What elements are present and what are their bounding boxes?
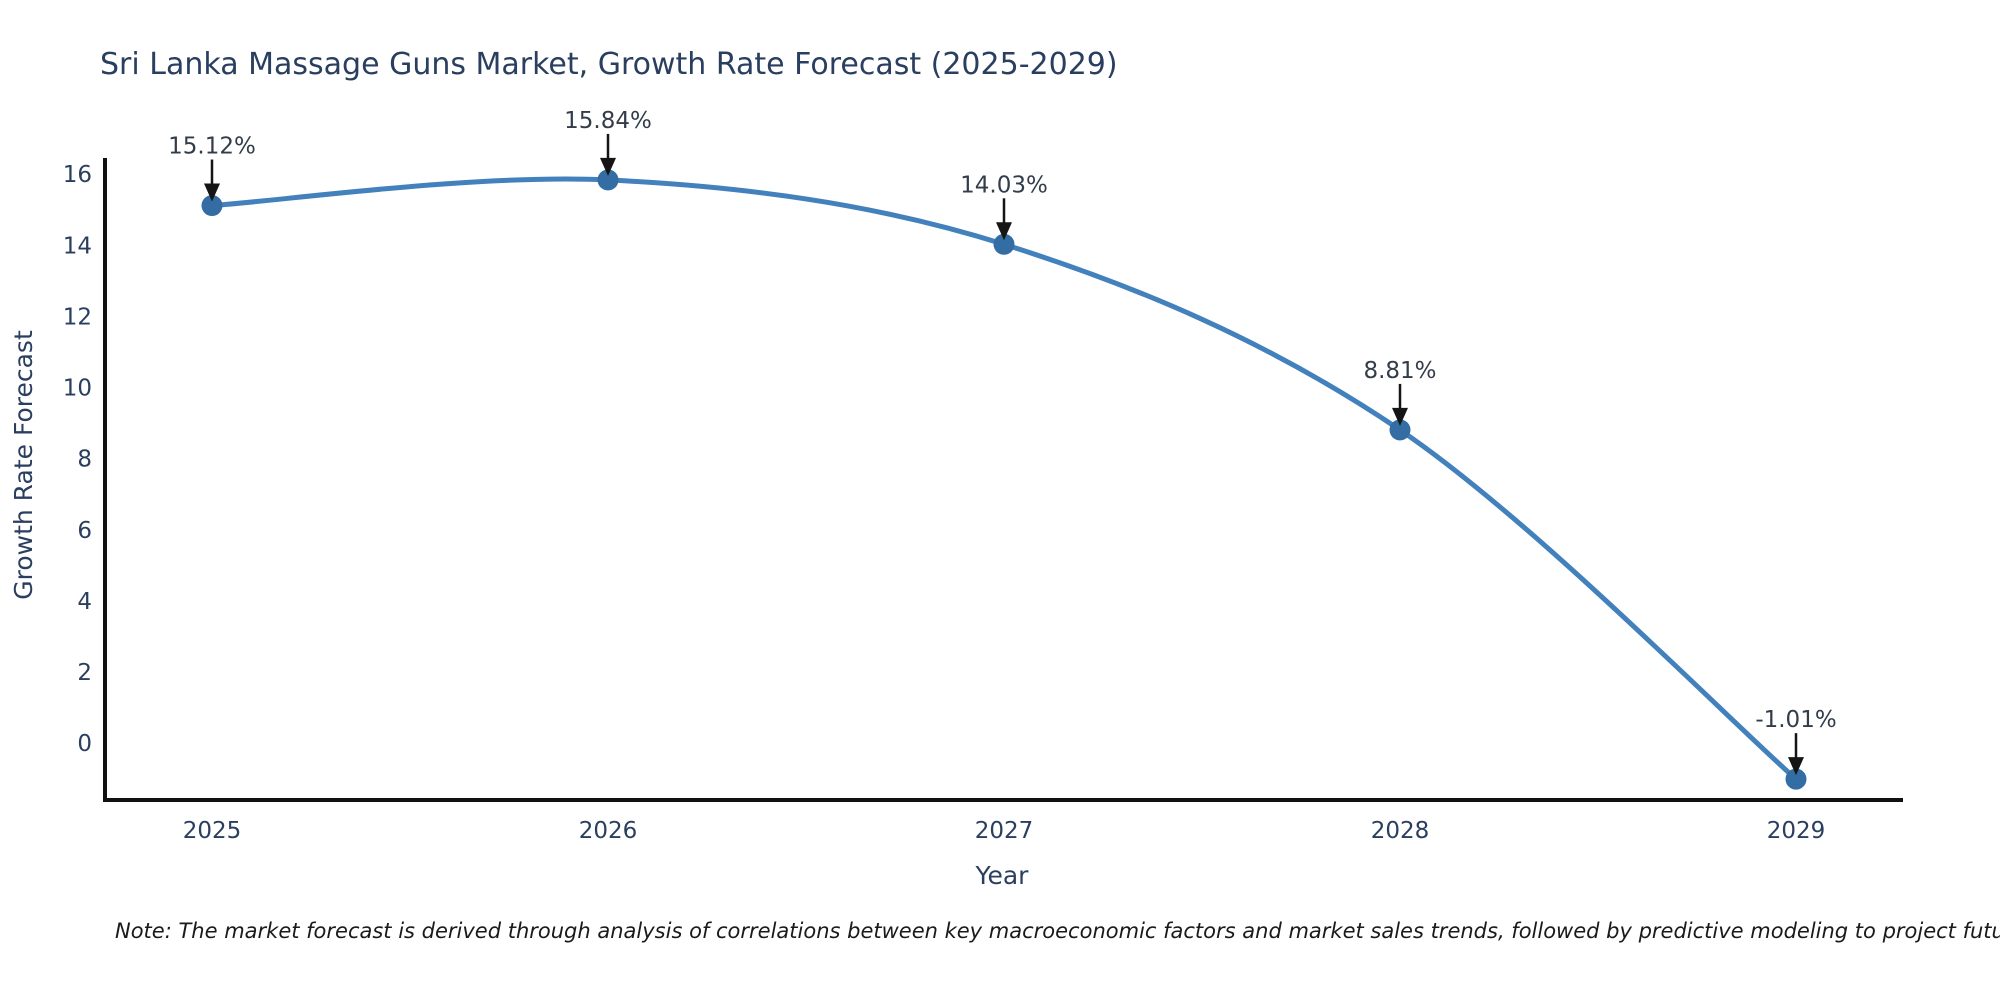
annotation-arrowhead bbox=[1392, 407, 1408, 426]
y-tick-label: 8 bbox=[77, 447, 92, 473]
footnote: Note: The market forecast is derived thr… bbox=[115, 919, 2000, 943]
x-tick-label: 2027 bbox=[975, 818, 1034, 844]
y-tick-label: 4 bbox=[77, 589, 92, 615]
annotation-label: -1.01% bbox=[1755, 707, 1836, 733]
y-tick-label: 2 bbox=[77, 660, 92, 686]
y-tick-label: 12 bbox=[63, 304, 92, 330]
x-tick-label: 2029 bbox=[1767, 818, 1826, 844]
annotation-label: 15.84% bbox=[564, 108, 652, 134]
y-tick-label: 14 bbox=[63, 233, 92, 259]
annotation-label: 14.03% bbox=[960, 172, 1048, 198]
x-tick-label: 2026 bbox=[579, 818, 638, 844]
annotation-arrowhead bbox=[600, 157, 616, 176]
x-tick-label: 2028 bbox=[1371, 818, 1430, 844]
data-point-2026 bbox=[597, 169, 619, 191]
y-tick-label: 6 bbox=[77, 518, 92, 544]
y-tick-label: 16 bbox=[63, 162, 92, 188]
trend-line bbox=[209, 176, 1799, 782]
annotation-arrowhead bbox=[1788, 757, 1804, 776]
x-axis-title: Year bbox=[975, 861, 1030, 890]
y-tick-label: 0 bbox=[77, 731, 92, 757]
data-point-2028 bbox=[1389, 419, 1411, 441]
annotation-label: 15.12% bbox=[168, 134, 256, 160]
data-point-2025 bbox=[201, 195, 223, 217]
annotation-arrowhead bbox=[996, 222, 1012, 241]
y-tick-label: 10 bbox=[63, 376, 92, 402]
data-point-2029 bbox=[1785, 768, 1807, 790]
chart-title: Sri Lanka Massage Guns Market, Growth Ra… bbox=[100, 47, 1118, 82]
x-tick-label: 2025 bbox=[183, 818, 242, 844]
data-point-2027 bbox=[993, 233, 1015, 255]
y-axis-title: Growth Rate Forecast bbox=[9, 330, 38, 600]
annotation-arrowhead bbox=[204, 183, 220, 202]
plot-area: 0 2 4 6 8 10 12 14 16 2025 2026 2027 2028 2029 15.12% 1… bbox=[63, 108, 1903, 844]
annotation-label: 8.81% bbox=[1363, 358, 1436, 384]
